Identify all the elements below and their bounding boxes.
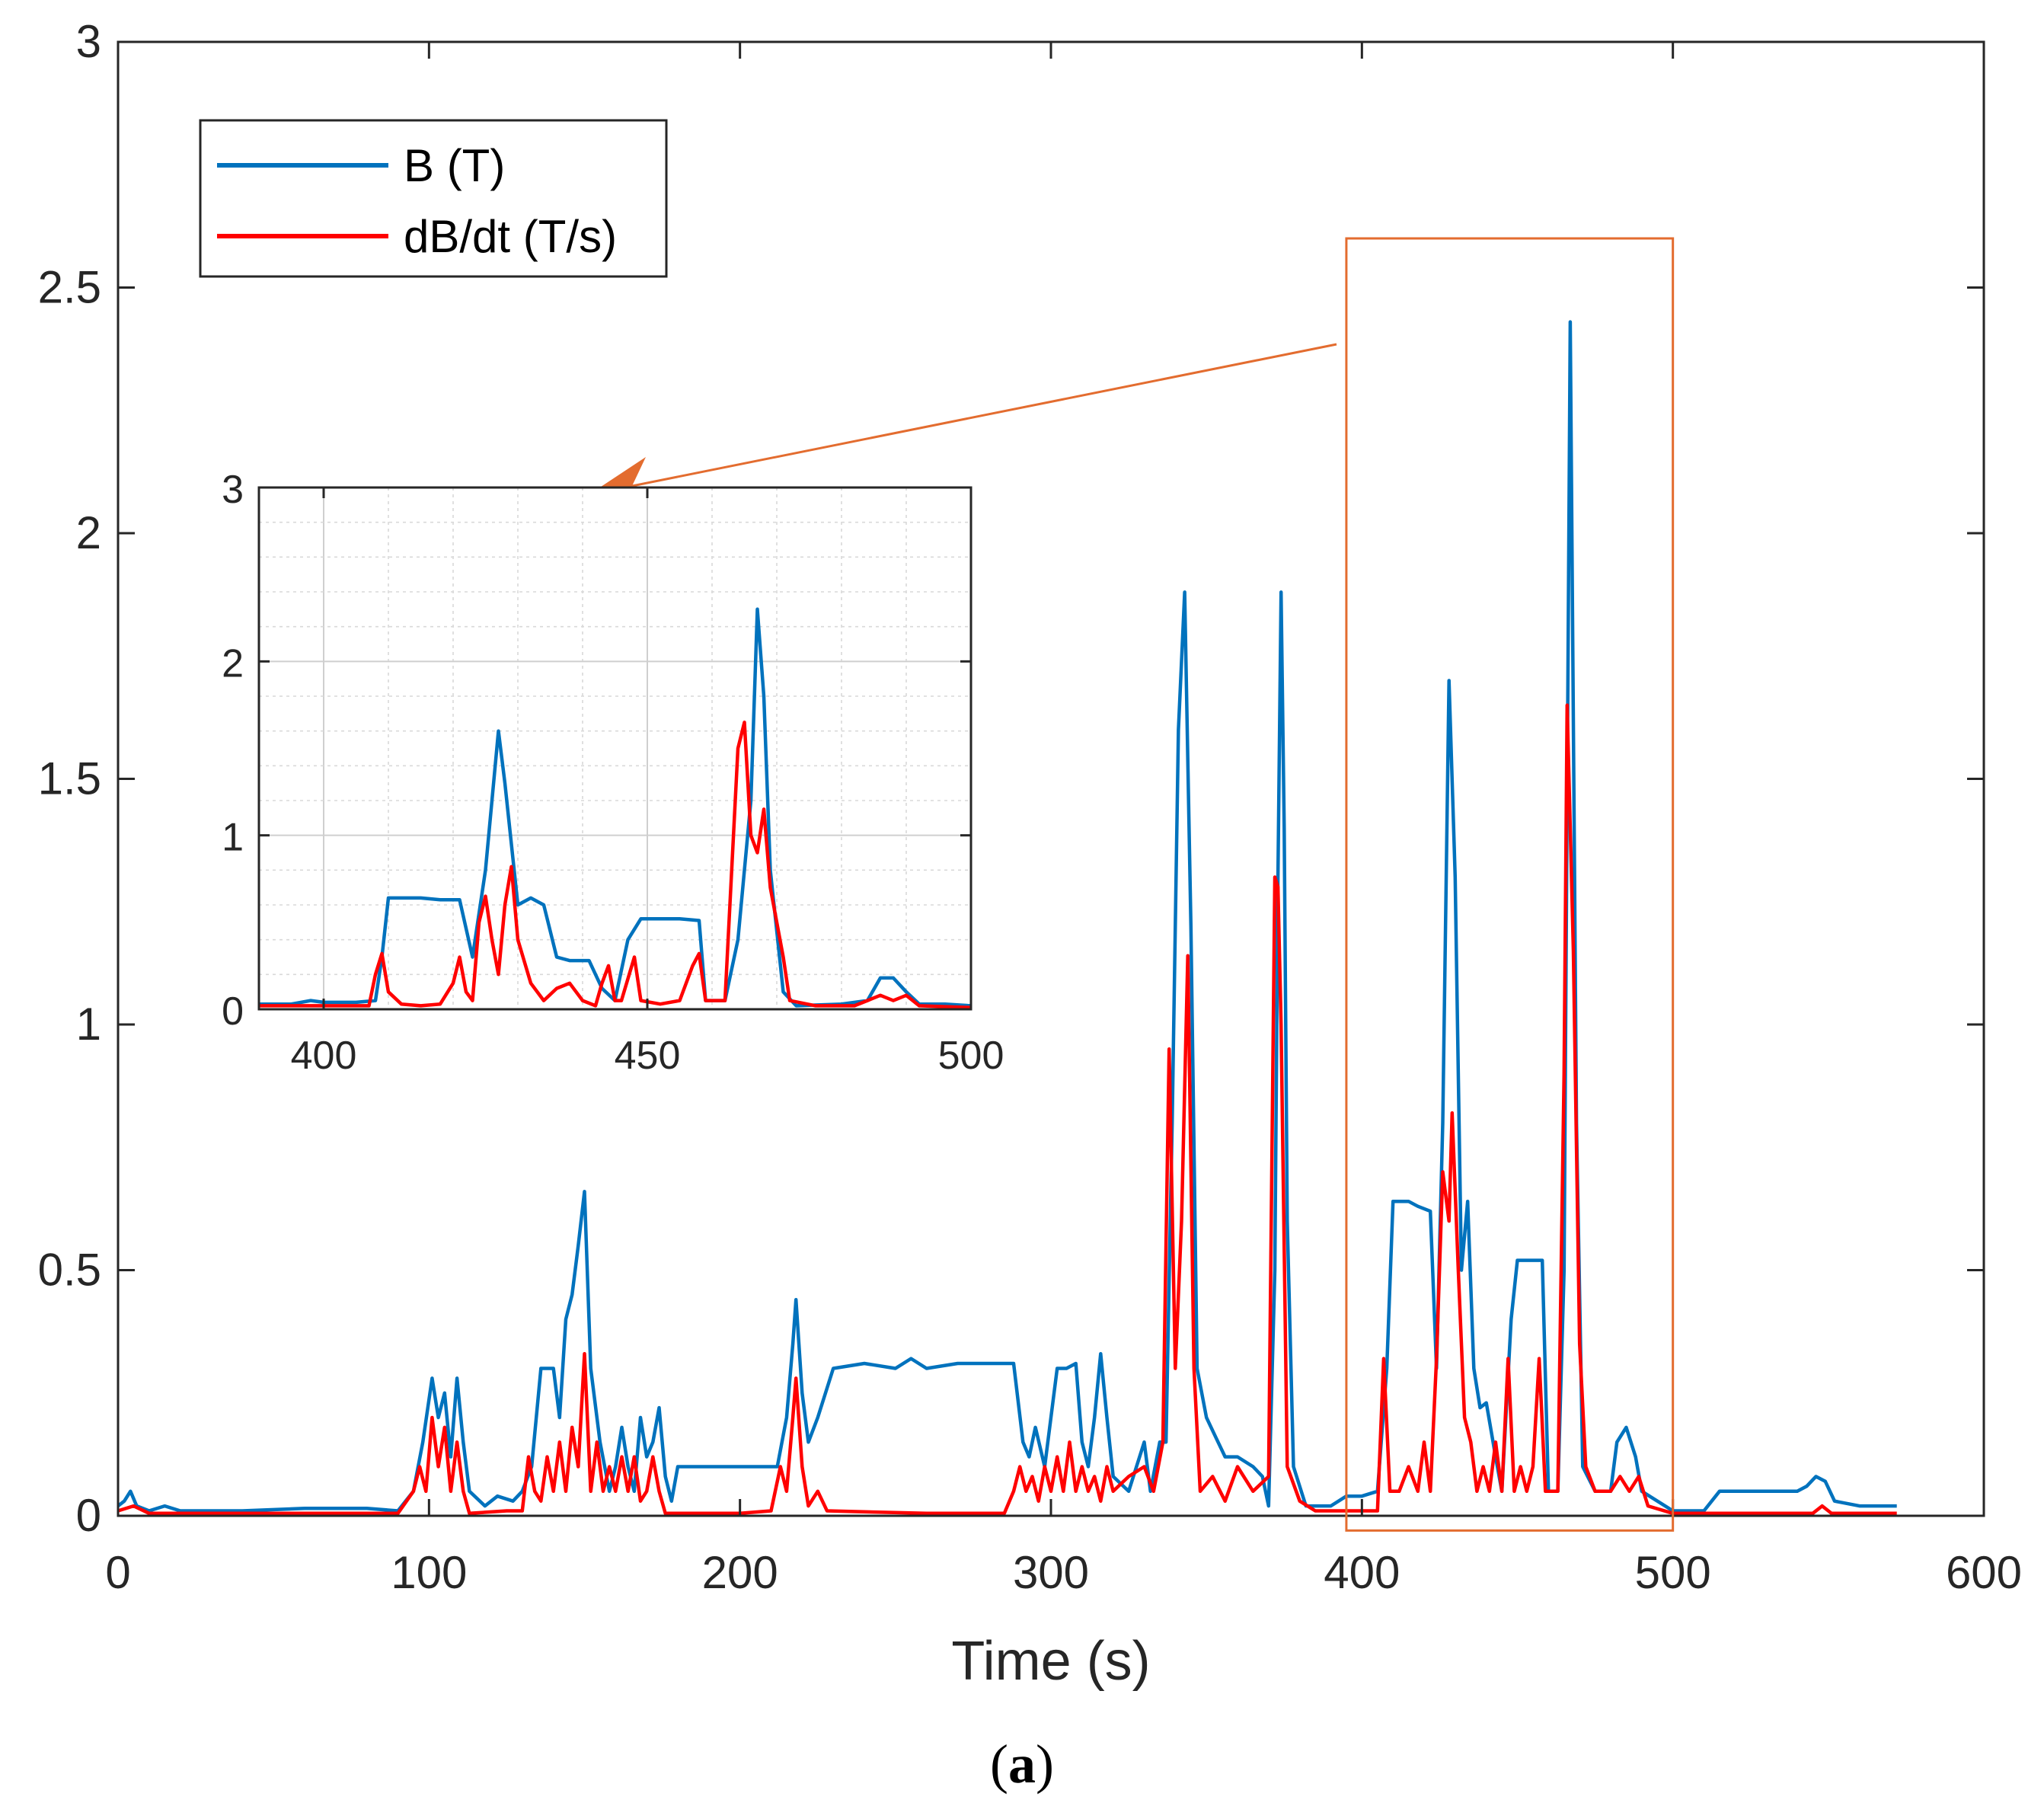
panel-label-open: ( <box>990 1734 1008 1795</box>
inset-series-line-dbdt <box>259 721 972 1009</box>
legend-box <box>199 119 668 278</box>
main-y-tick-label: 0 <box>76 1490 101 1541</box>
main-y-tick-label: 2 <box>76 507 101 558</box>
main-y-tick-label: 1 <box>76 999 101 1050</box>
main-x-tick-label: 600 <box>1946 1547 2022 1598</box>
main-x-tick-label: 400 <box>1324 1547 1400 1598</box>
inset-plot-area <box>259 487 971 1009</box>
main-y-tick-label: 0.5 <box>38 1245 101 1296</box>
inset-axes-box <box>257 486 972 1011</box>
main-axes-box <box>117 40 1985 1517</box>
main-x-tick-label: 500 <box>1635 1547 1711 1598</box>
inset-x-tick-label: 450 <box>615 1034 681 1078</box>
main-y-tick-label: 1.5 <box>38 753 101 804</box>
inset-y-tick-label: 2 <box>222 641 244 686</box>
main-series-line-b <box>117 320 1897 1513</box>
inset-series-group <box>259 607 972 1009</box>
main-series-line-dbdt <box>117 703 1897 1516</box>
panel-label-letter: a <box>1008 1734 1036 1795</box>
zoom-highlight-box <box>1345 237 1675 1532</box>
zoom-arrow-line <box>631 343 1337 487</box>
panel-label-close: ) <box>1036 1734 1054 1795</box>
legend-label-b: B (T) <box>404 140 505 191</box>
main-x-tick-label: 0 <box>105 1547 130 1598</box>
inset-x-tick-label: 400 <box>291 1034 357 1078</box>
main-x-tick-label: 100 <box>391 1547 467 1598</box>
main-x-tick-label: 300 <box>1013 1547 1089 1598</box>
main-series-group <box>117 320 1897 1516</box>
panel-label: (a) <box>990 1734 1054 1795</box>
inset-y-tick-label: 0 <box>222 989 244 1034</box>
main-tick-labels-group: 0 100 200 300 400 500 600 0 0.5 1 1.5 2 2.5 3 <box>38 16 2022 1598</box>
inset-y-tick-label: 1 <box>222 816 244 860</box>
x-axis-title: Time (s) <box>951 1631 1150 1692</box>
inset-plot: 400 450 500 0 1 2 3 <box>222 468 1004 1078</box>
main-y-tick-label: 3 <box>76 16 101 67</box>
legend-label-dbdt: dB/dt (T/s) <box>404 211 617 262</box>
legend: B (T) dB/dt (T/s) <box>199 119 668 278</box>
inset-x-tick-label: 500 <box>938 1034 1004 1078</box>
main-x-tick-label: 200 <box>702 1547 778 1598</box>
inset-tick-labels-group: 400 450 500 0 1 2 3 <box>222 468 1004 1078</box>
inset-y-tick-label: 3 <box>222 468 244 512</box>
main-y-tick-label: 2.5 <box>38 262 101 313</box>
